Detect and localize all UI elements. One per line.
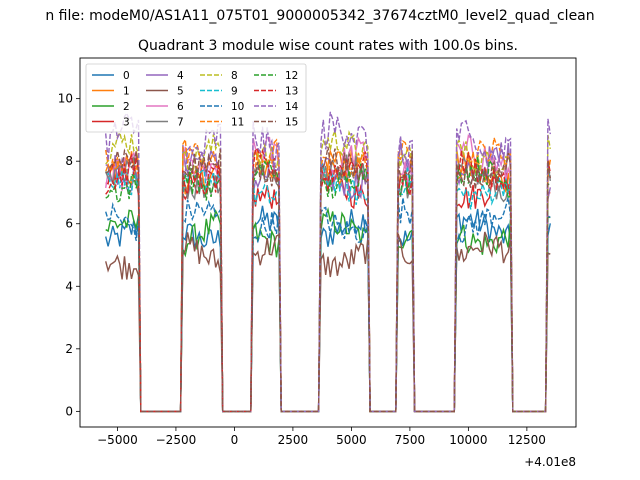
- legend-label-9: 9: [231, 86, 238, 98]
- legend-label-5: 5: [177, 86, 184, 98]
- legend-label-10: 10: [231, 101, 244, 113]
- legend-label-11: 11: [231, 117, 244, 129]
- series-line-11: [105, 137, 551, 413]
- x-tick-label: 5000: [336, 433, 367, 447]
- x-tick-label: −5000: [97, 433, 138, 447]
- legend-label-2: 2: [123, 101, 130, 113]
- y-tick-label: 6: [65, 217, 73, 231]
- x-tick-label: 2500: [278, 433, 309, 447]
- legend-label-4: 4: [177, 70, 184, 82]
- figure-suptitle: n file: modeM0/AS1A11_075T01_9000005342_…: [45, 8, 594, 24]
- series-layer: [105, 111, 551, 413]
- legend-label-14: 14: [285, 101, 299, 113]
- legend-label-3: 3: [123, 117, 130, 129]
- y-tick-label: 8: [65, 154, 73, 168]
- legend-label-7: 7: [177, 117, 184, 129]
- legend-box: [85, 63, 307, 133]
- x-axis: −5000 −2500 0 2500 5000 7500 10000 12500: [97, 427, 546, 447]
- x-tick-label: 7500: [395, 433, 426, 447]
- axes-frame: [79, 57, 577, 428]
- legend-label-8: 8: [231, 70, 238, 82]
- y-tick-label: 2: [65, 342, 73, 356]
- series-line-15: [105, 146, 551, 413]
- series-line-13: [105, 147, 551, 413]
- x-tick-label: −2500: [156, 433, 197, 447]
- x-tick-label: 10000: [449, 433, 487, 447]
- legend-label-6: 6: [177, 101, 184, 113]
- legend-label-0: 0: [123, 70, 130, 82]
- x-offset-label: +4.01e8: [524, 455, 576, 469]
- x-tick-label: 0: [231, 433, 239, 447]
- y-tick-label: 0: [65, 404, 73, 418]
- y-tick-label: 10: [58, 92, 73, 106]
- chart-title: Quadrant 3 module wise count rates with …: [138, 38, 518, 54]
- x-tick-label: 12500: [508, 433, 546, 447]
- y-axis: 0 2 4 6 8 10: [58, 92, 80, 418]
- legend-label-13: 13: [285, 86, 298, 98]
- legend-label-12: 12: [285, 70, 298, 82]
- legend-label-1: 1: [123, 86, 130, 98]
- y-tick-label: 4: [65, 279, 73, 293]
- legend-label-15: 15: [285, 117, 298, 129]
